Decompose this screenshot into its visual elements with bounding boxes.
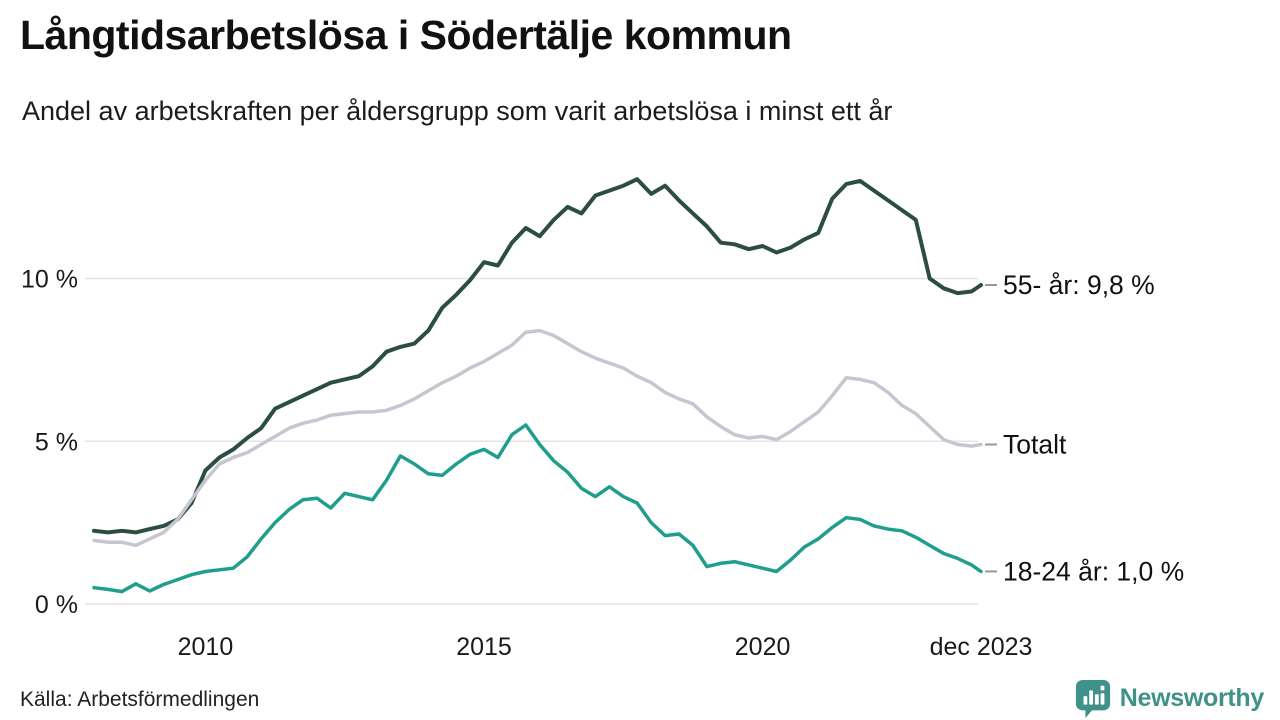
newsworthy-icon	[1075, 679, 1110, 718]
x-axis-label-2010: 2010	[178, 633, 234, 661]
newsworthy-wordmark: Newsworthy	[1119, 683, 1265, 712]
end-label-55--år: 55- år: 9,8 %	[1003, 270, 1155, 300]
y-axis-label-0: 0 %	[35, 591, 78, 619]
end-label-18-24-år: 18-24 år: 1,0 %	[1003, 556, 1184, 586]
y-axis-label-10: 10 %	[21, 266, 78, 294]
y-axis-label-5: 5 %	[35, 428, 78, 456]
exclamation-dot	[1100, 685, 1105, 691]
bar-2	[1088, 690, 1093, 705]
x-axis-label-2015: 2015	[456, 633, 512, 661]
bar-1	[1083, 696, 1088, 705]
end-label-Totalt: Totalt	[1003, 430, 1067, 460]
newsworthy-logo: Newsworthy	[1074, 678, 1264, 718]
series-line-18-24-år	[92, 423, 983, 594]
series-line-Totalt	[92, 328, 983, 548]
x-axis-label-dec-2023: dec 2023	[930, 633, 1033, 661]
source-caption: Källa: Arbetsförmedlingen	[20, 688, 260, 711]
chart-title: Långtidsarbetslösa i Södertälje kommun	[20, 12, 792, 58]
exclamation-bar	[1100, 693, 1105, 705]
series-line-55--år	[92, 177, 983, 535]
chart-subtitle: Andel av arbetskraften per åldersgrupp s…	[22, 96, 893, 126]
bar-3	[1094, 694, 1099, 705]
x-axis-label-2020: 2020	[735, 633, 791, 661]
